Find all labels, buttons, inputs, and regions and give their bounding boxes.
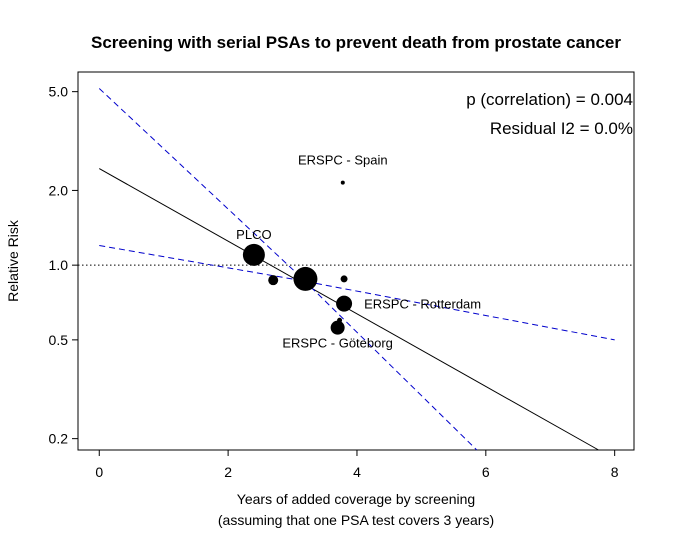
data-point <box>340 275 348 283</box>
x-tick-label: 4 <box>353 464 361 480</box>
x-tick-label: 2 <box>224 464 232 480</box>
y-tick-label: 0.5 <box>49 332 69 348</box>
x-axis: 0 2 4 6 8 <box>95 450 619 480</box>
data-point <box>293 266 318 291</box>
x-tick-label: 0 <box>95 464 103 480</box>
y-tick-label: 5.0 <box>49 84 69 100</box>
x-axis-label: Years of added coverage by screening <box>237 491 475 507</box>
point-label: ERSPC - Rotterdam <box>364 297 481 312</box>
x-tick-label: 8 <box>611 464 619 480</box>
data-points <box>242 180 353 335</box>
data-point <box>337 317 343 323</box>
y-tick-label: 0.2 <box>49 431 69 447</box>
data-point <box>336 295 353 312</box>
chart-title: Screening with serial PSAs to prevent de… <box>91 33 621 52</box>
y-tick-label: 2.0 <box>49 182 69 198</box>
point-label: ERSPC - Spain <box>298 153 388 168</box>
residual-annotation: Residual I2 = 0.0% <box>490 119 633 138</box>
x-axis-sublabel: (assuming that one PSA test covers 3 yea… <box>218 512 494 528</box>
data-point <box>268 275 279 286</box>
plot-lines <box>78 88 634 451</box>
point-label: ERSPC - Göteborg <box>282 336 393 351</box>
y-axis: 0.2 0.5 1.0 2.0 5.0 <box>49 84 78 447</box>
data-point <box>242 243 265 266</box>
data-point <box>330 320 345 335</box>
data-point <box>340 180 345 185</box>
point-label: PLCO <box>236 227 271 242</box>
y-tick-label: 1.0 <box>49 257 69 273</box>
ci-upper-line <box>98 88 478 451</box>
correlation-annotation: p (correlation) = 0.004 <box>466 90 633 109</box>
ci-lower-line <box>99 245 615 341</box>
y-axis-label: Relative Risk <box>5 219 21 302</box>
point-labels: PLCO ERSPC - Rotterdam ERSPC - Göteborg ERS… <box>236 153 481 351</box>
plot-frame <box>77 71 635 451</box>
x-tick-label: 6 <box>482 464 490 480</box>
